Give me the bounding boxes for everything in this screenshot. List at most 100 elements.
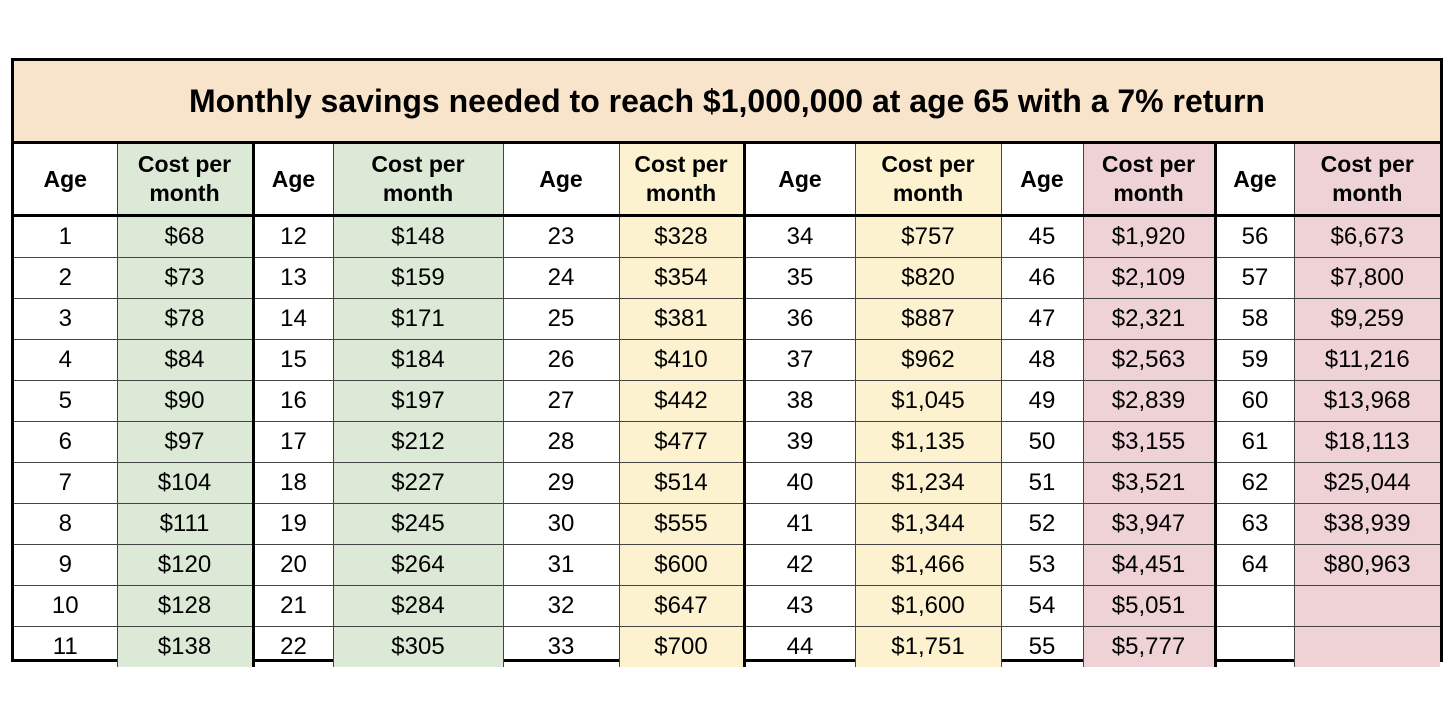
age-cell: 26 [502, 339, 620, 381]
age-cell: 29 [502, 462, 620, 504]
cost-cell: $1,751 [854, 626, 1002, 667]
table-row: 6 $97 17 $212 28 $477 39 $1,135 50 $3,155 61 $18,11… [14, 421, 1440, 463]
cost-cell: $3,947 [1082, 503, 1217, 545]
age-cell: 15 [252, 339, 334, 381]
cost-cell: $1,600 [854, 585, 1002, 627]
cost-cell: $38,939 [1293, 503, 1440, 545]
cost-cell: $68 [116, 215, 255, 258]
cost-cell: $3,155 [1082, 421, 1217, 463]
header-row: Age Cost per month Age Cost per month Age Cos… [14, 144, 1440, 217]
age-cell: 43 [743, 585, 856, 627]
cost-cell: $305 [332, 626, 504, 667]
age-cell: 9 [14, 544, 118, 586]
age-cell: 56 [1214, 215, 1295, 258]
age-cell: 52 [1000, 503, 1084, 545]
savings-table-container: Monthly savings needed to reach $1,000,0… [11, 58, 1443, 667]
age-cell: 58 [1214, 298, 1295, 340]
cost-cell: $264 [332, 544, 504, 586]
cost-cell: $600 [618, 544, 746, 586]
table-row: 1 $68 12 $148 23 $328 34 $757 45 $1,920 56 $6,673 [14, 215, 1440, 258]
cost-cell: $887 [854, 298, 1002, 340]
age-header: Age [252, 144, 334, 217]
cost-cell: $2,109 [1082, 257, 1217, 299]
age-cell: 48 [1000, 339, 1084, 381]
cost-cell: $78 [116, 298, 255, 340]
cost-cell: $514 [618, 462, 746, 504]
cost-cell: $1,344 [854, 503, 1002, 545]
age-cell: 45 [1000, 215, 1084, 258]
cost-cell: $184 [332, 339, 504, 381]
age-cell: 31 [502, 544, 620, 586]
cost-cell: $5,777 [1082, 626, 1217, 667]
cost-cell: $381 [618, 298, 746, 340]
cost-header: Cost per month [332, 144, 504, 217]
cost-cell: $197 [332, 380, 504, 422]
cost-cell: $7,800 [1293, 257, 1440, 299]
table-row: 8 $111 19 $245 30 $555 41 $1,344 52 $3,947 63 $38,9… [14, 503, 1440, 545]
age-cell: 3 [14, 298, 118, 340]
cost-cell: $700 [618, 626, 746, 667]
cost-cell: $104 [116, 462, 255, 504]
cost-cell: $284 [332, 585, 504, 627]
age-cell: 59 [1214, 339, 1295, 381]
age-cell: 55 [1000, 626, 1084, 667]
age-cell: 62 [1214, 462, 1295, 504]
cost-cell: $328 [618, 215, 746, 258]
age-header: Age [743, 144, 856, 217]
cost-cell: $2,839 [1082, 380, 1217, 422]
cost-cell: $354 [618, 257, 746, 299]
age-cell: 21 [252, 585, 334, 627]
cost-cell: $159 [332, 257, 504, 299]
cost-cell: $84 [116, 339, 255, 381]
cost-cell: $13,968 [1293, 380, 1440, 422]
cost-cell: $128 [116, 585, 255, 627]
age-cell: 54 [1000, 585, 1084, 627]
table-row: 7 $104 18 $227 29 $514 40 $1,234 51 $3,521 62 $25,0… [14, 462, 1440, 504]
age-cell: 16 [252, 380, 334, 422]
age-cell: 2 [14, 257, 118, 299]
table-row: 4 $84 15 $184 26 $410 37 $962 48 $2,563 59 $11,216 [14, 339, 1440, 381]
age-header: Age [14, 144, 118, 217]
table-row: 2 $73 13 $159 24 $354 35 $820 46 $2,109 57 $7,800 [14, 257, 1440, 299]
age-cell: 24 [502, 257, 620, 299]
cost-cell: $80,963 [1293, 544, 1440, 586]
cost-cell: $120 [116, 544, 255, 586]
age-cell: 10 [14, 585, 118, 627]
cost-cell: $90 [116, 380, 255, 422]
age-cell: 51 [1000, 462, 1084, 504]
cost-cell: $5,051 [1082, 585, 1217, 627]
age-header: Age [502, 144, 620, 217]
table-row: 9 $120 20 $264 31 $600 42 $1,466 53 $4,451 64 $80,9… [14, 544, 1440, 586]
age-header: Age [1214, 144, 1295, 217]
cost-cell: $1,135 [854, 421, 1002, 463]
age-cell: 8 [14, 503, 118, 545]
cost-cell: $477 [618, 421, 746, 463]
cost-cell: $820 [854, 257, 1002, 299]
table-row: 10 $128 21 $284 32 $647 43 $1,600 54 $5,051 [14, 585, 1440, 627]
cost-header: Cost per month [854, 144, 1002, 217]
age-cell: 64 [1214, 544, 1295, 586]
cost-cell: $442 [618, 380, 746, 422]
age-cell: 23 [502, 215, 620, 258]
cost-cell: $2,563 [1082, 339, 1217, 381]
cost-cell: $18,113 [1293, 421, 1440, 463]
cost-cell: $647 [618, 585, 746, 627]
table-title: Monthly savings needed to reach $1,000,0… [14, 61, 1440, 144]
age-cell: 4 [14, 339, 118, 381]
table-row: 5 $90 16 $197 27 $442 38 $1,045 49 $2,839 60 $13,96… [14, 380, 1440, 422]
age-cell [1214, 626, 1295, 667]
age-cell: 12 [252, 215, 334, 258]
cost-cell: $1,920 [1082, 215, 1217, 258]
age-cell: 39 [743, 421, 856, 463]
age-cell: 32 [502, 585, 620, 627]
cost-cell: $1,466 [854, 544, 1002, 586]
age-cell [1214, 585, 1295, 627]
age-cell: 35 [743, 257, 856, 299]
cost-cell: $1,234 [854, 462, 1002, 504]
cost-header: Cost per month [116, 144, 255, 217]
savings-table: Age Cost per month Age Cost per month Age Cos… [14, 144, 1440, 667]
age-cell: 61 [1214, 421, 1295, 463]
cost-header: Cost per month [618, 144, 746, 217]
cost-cell: $171 [332, 298, 504, 340]
table-row: 3 $78 14 $171 25 $381 36 $887 47 $2,321 58 $9,259 [14, 298, 1440, 340]
